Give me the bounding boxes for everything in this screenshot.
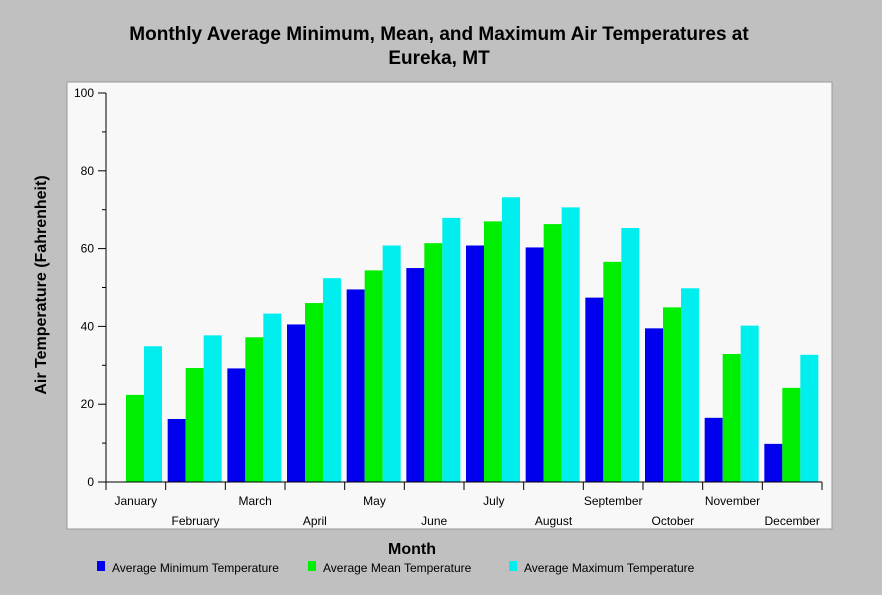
x-tick-label-december: December <box>764 514 819 528</box>
x-tick-label-april: April <box>303 514 327 528</box>
bar-march-series-3 <box>263 313 282 482</box>
legend-label-3: Average Maximum Temperature <box>524 561 695 575</box>
y-tick-label-40: 40 <box>81 319 95 333</box>
bar-september-series-3 <box>621 227 640 482</box>
bar-december-series-3 <box>800 354 819 482</box>
x-tick-label-november: November <box>705 494 760 508</box>
chart-title-line-1: Monthly Average Minimum, Mean, and Maxim… <box>129 24 749 45</box>
bar-april-series-3 <box>323 278 341 482</box>
bar-december-series-1 <box>764 443 783 482</box>
y-tick-label-0: 0 <box>87 475 94 489</box>
bar-april-series-2 <box>305 303 323 482</box>
legend-label-1: Average Minimum Temperature <box>112 561 279 575</box>
x-tick-label-july: July <box>483 494 504 508</box>
bar-june-series-3 <box>442 217 461 482</box>
chart-title-line-2: Eureka, MT <box>388 48 490 69</box>
bar-june-series-1 <box>406 268 425 482</box>
bar-september-series-1 <box>585 297 604 482</box>
bar-december-series-2 <box>782 387 801 482</box>
x-tick-label-january: January <box>114 494 157 508</box>
x-tick-label-june: June <box>421 514 447 528</box>
bar-october-series-2 <box>663 307 681 482</box>
bar-february-series-3 <box>203 335 222 482</box>
bar-may-series-3 <box>382 245 401 482</box>
bar-june-series-2 <box>424 243 443 482</box>
bar-july-series-3 <box>502 197 520 482</box>
y-tick-label-20: 20 <box>81 397 95 411</box>
axes-group: 0 20 40 60 80 100 January February March April May… <box>74 86 823 528</box>
bars-group <box>126 197 819 482</box>
legend-label-2: Average Mean Temperature <box>323 561 472 575</box>
bar-march-series-2 <box>245 337 264 482</box>
bar-february-series-1 <box>167 418 186 482</box>
x-axis-title: Month <box>388 541 436 558</box>
x-tick-label-march: March <box>238 494 271 508</box>
bar-november-series-3 <box>740 325 759 482</box>
bar-april-series-1 <box>287 324 305 482</box>
bar-august-series-1 <box>525 247 544 482</box>
y-axis-title: Air Temperature (Fahrenheit) <box>33 175 50 394</box>
x-tick-label-september: September <box>584 494 643 508</box>
bar-january-series-2 <box>126 394 144 482</box>
y-tick-label-60: 60 <box>81 242 95 256</box>
bar-august-series-2 <box>543 224 562 482</box>
bar-may-series-1 <box>346 289 365 482</box>
bar-january-series-3 <box>144 346 162 482</box>
legend-swatch-3 <box>509 561 517 571</box>
bar-october-series-3 <box>681 288 699 482</box>
bar-october-series-1 <box>645 328 663 482</box>
bar-march-series-1 <box>227 368 246 482</box>
bar-february-series-2 <box>185 368 204 482</box>
x-tick-label-may: May <box>363 494 386 508</box>
bar-july-series-1 <box>466 245 484 482</box>
x-tick-label-august: August <box>535 514 573 528</box>
bar-september-series-2 <box>603 261 622 482</box>
bar-july-series-2 <box>484 221 502 482</box>
bar-november-series-2 <box>722 354 741 482</box>
y-tick-label-100: 100 <box>74 86 94 100</box>
legend: Average Minimum Temperature Average Mean … <box>97 561 695 575</box>
bar-august-series-3 <box>561 207 580 482</box>
x-tick-label-october: October <box>651 514 694 528</box>
x-tick-label-february: February <box>171 514 219 528</box>
y-tick-label-80: 80 <box>81 164 95 178</box>
bar-may-series-2 <box>364 270 383 482</box>
legend-swatch-1 <box>97 561 105 571</box>
bar-november-series-1 <box>704 417 723 482</box>
legend-swatch-2 <box>308 561 316 571</box>
